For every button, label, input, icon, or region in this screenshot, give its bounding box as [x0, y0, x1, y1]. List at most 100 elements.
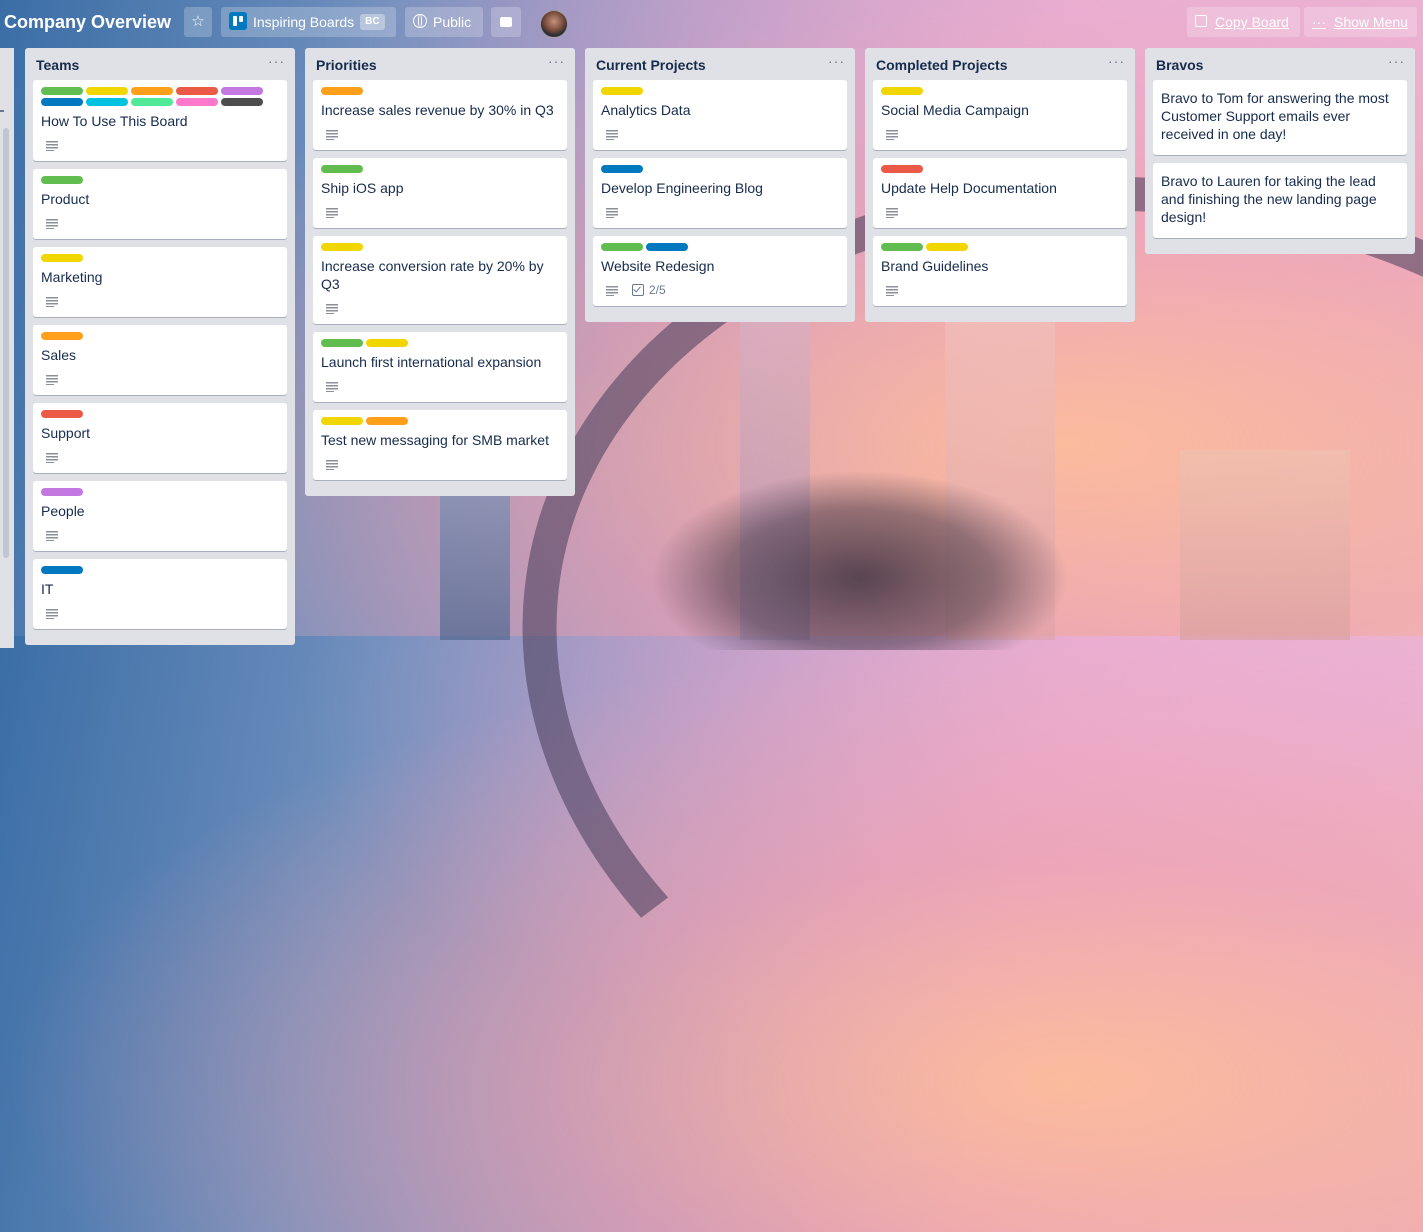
team-badge: BC [360, 14, 385, 31]
list-scrollbar[interactable] [3, 128, 9, 558]
card-title: Analytics Data [601, 102, 691, 118]
description-icon [326, 302, 338, 314]
list-menu-icon[interactable]: ··· [268, 53, 285, 69]
list-menu-icon[interactable]: ··· [548, 53, 565, 69]
card-label-blue [601, 165, 643, 173]
card[interactable]: Increase conversion rate by 20% by Q3 [313, 236, 567, 324]
card-badges [601, 202, 839, 222]
member-avatar[interactable] [540, 10, 568, 38]
card[interactable]: Sales [33, 325, 287, 395]
show-menu-label: Show Menu [1334, 14, 1408, 30]
show-menu-button[interactable]: ··· Show Menu [1304, 7, 1417, 37]
list-menu-icon[interactable]: ··· [1108, 53, 1125, 69]
list-title[interactable]: Current Projects [596, 57, 706, 73]
list-menu-icon[interactable]: ··· [1388, 53, 1405, 69]
card[interactable]: Bravo to Lauren for taking the lead and … [1153, 163, 1407, 238]
description-icon [46, 451, 58, 463]
card-label-green [41, 87, 83, 95]
butler-button[interactable] [491, 7, 521, 37]
list-menu-icon [0, 110, 4, 112]
card-badges [321, 298, 559, 318]
card-badges [41, 213, 279, 233]
card-label-red [881, 165, 923, 173]
card[interactable]: Ship iOS app [313, 158, 567, 228]
card[interactable]: Analytics Data [593, 80, 847, 150]
card[interactable]: Increase sales revenue by 30% in Q3 [313, 80, 567, 150]
card[interactable]: People [33, 481, 287, 551]
card-labels [881, 87, 1119, 95]
background-building [440, 480, 510, 640]
description-icon [46, 139, 58, 151]
list: Teams ··· How To Use This Board Product Mark… [25, 48, 295, 645]
card-title: Increase sales revenue by 30% in Q3 [321, 102, 554, 118]
list-title[interactable]: Completed Projects [876, 57, 1008, 73]
card-label-green [321, 165, 363, 173]
card[interactable]: Support [33, 403, 287, 473]
card[interactable]: How To Use This Board [33, 80, 287, 161]
card[interactable]: Test new messaging for SMB market [313, 410, 567, 480]
board-icon [1195, 15, 1207, 28]
list-title[interactable]: Priorities [316, 57, 377, 73]
star-icon: ☆ [191, 13, 205, 30]
card[interactable]: IT [33, 559, 287, 629]
card-labels [321, 87, 559, 95]
list-header: Teams ··· [33, 48, 287, 80]
card[interactable]: Marketing [33, 247, 287, 317]
copy-board-label: Copy Board [1215, 14, 1289, 30]
card[interactable]: Brand Guidelines [873, 236, 1127, 306]
card-label-yellow [321, 243, 363, 251]
card[interactable]: Product [33, 169, 287, 239]
visibility-label: Public [433, 14, 472, 30]
card-labels [41, 488, 279, 496]
background-building [945, 300, 1055, 640]
card-label-yellow [881, 87, 923, 95]
board-title[interactable]: Company Overview [4, 12, 172, 32]
copy-board-button[interactable]: Copy Board [1187, 7, 1300, 37]
list: Bravos ··· Bravo to Tom for answering the … [1145, 48, 1415, 254]
description-icon [46, 217, 58, 229]
card-labels [321, 243, 559, 251]
card-label-blue [41, 98, 83, 106]
card-title: How To Use This Board [41, 113, 188, 129]
background-building [1180, 450, 1350, 640]
card-badges [41, 369, 279, 389]
card[interactable]: Social Media Campaign [873, 80, 1127, 150]
card[interactable]: Bravo to Tom for answering the most Cust… [1153, 80, 1407, 155]
card[interactable]: Develop Engineering Blog [593, 158, 847, 228]
team-button[interactable]: Inspiring Boards BC [221, 7, 396, 37]
card-badges [321, 124, 559, 144]
card-title: Product [41, 191, 90, 207]
card-badges [321, 454, 559, 474]
description-icon [886, 284, 898, 296]
card-label-orange [41, 332, 83, 340]
description-icon [886, 206, 898, 218]
card-badges [41, 603, 279, 623]
checklist-count: 2/5 [649, 283, 666, 297]
list: Completed Projects ··· Social Media Campai… [865, 48, 1135, 322]
card-label-orange [131, 87, 173, 95]
description-icon [46, 295, 58, 307]
card-label-purple [41, 488, 83, 496]
list-title[interactable]: Bravos [1156, 57, 1204, 73]
card[interactable]: Website Redesign 2/5 [593, 236, 847, 306]
checklist-icon [632, 284, 644, 296]
card-title: Ship iOS app [321, 180, 404, 196]
card[interactable]: Launch first international expansion [313, 332, 567, 402]
star-board-button[interactable]: ☆ [184, 7, 212, 37]
card-title: IT [41, 581, 54, 597]
list-menu-icon[interactable]: ··· [828, 53, 845, 69]
description-icon [326, 206, 338, 218]
card-title: Update Help Documentation [881, 180, 1057, 196]
card-title: People [41, 503, 85, 519]
list-title[interactable]: Teams [36, 57, 80, 73]
checklist-badge: 2/5 [632, 283, 666, 297]
card[interactable]: Update Help Documentation [873, 158, 1127, 228]
card-labels [601, 165, 839, 173]
visibility-button[interactable]: Public [405, 7, 483, 37]
card-labels [601, 87, 839, 95]
list: Current Projects ··· Analytics Data Develop… [585, 48, 855, 322]
ellipsis-icon: ··· [1312, 14, 1326, 30]
card-title: Develop Engineering Blog [601, 180, 763, 196]
board-header: Company Overview ☆ Inspiring Boards BC Pu… [0, 0, 1423, 44]
card-badges [41, 135, 279, 155]
